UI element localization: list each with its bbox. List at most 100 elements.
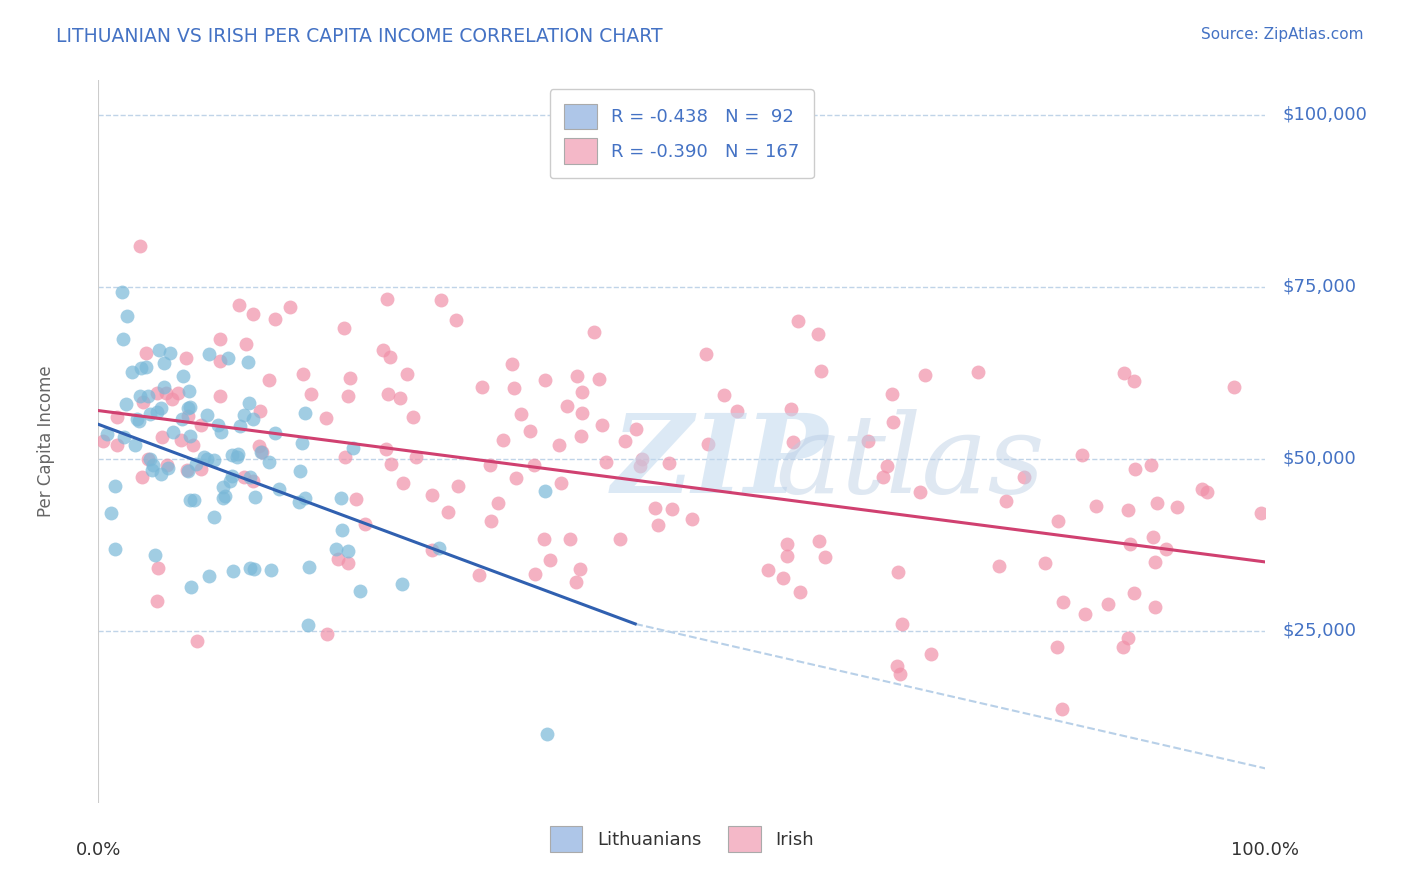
Point: [1142, 530, 1164, 544]
Point: [104, 541, 127, 556]
Point: [233, 470, 256, 484]
Point: [914, 368, 936, 382]
Text: LITHUANIAN VS IRISH PER CAPITA INCOME CORRELATION CHART: LITHUANIAN VS IRISH PER CAPITA INCOME CO…: [56, 27, 662, 45]
Point: [125, 412, 148, 426]
Point: [105, 410, 128, 425]
Point: [872, 469, 894, 483]
Point: [444, 313, 467, 327]
Point: [177, 384, 200, 398]
Point: [146, 561, 169, 575]
Point: [780, 401, 803, 416]
Point: [661, 501, 683, 516]
Point: [380, 457, 402, 471]
Point: [1223, 380, 1246, 394]
Point: [139, 452, 162, 467]
Point: [247, 439, 270, 453]
Point: [238, 396, 260, 410]
Point: [337, 543, 360, 558]
Point: [1052, 595, 1074, 609]
Point: [1116, 632, 1139, 646]
Text: 100.0%: 100.0%: [1232, 840, 1299, 859]
Point: [211, 480, 233, 494]
Point: [405, 450, 427, 465]
Point: [808, 534, 831, 549]
Point: [782, 435, 804, 450]
Point: [880, 387, 903, 401]
Point: [242, 412, 264, 426]
Point: [547, 438, 569, 452]
Point: [505, 471, 527, 485]
Point: [150, 467, 173, 482]
Point: [292, 367, 315, 381]
Point: [1097, 597, 1119, 611]
Point: [145, 385, 167, 400]
Point: [571, 385, 593, 400]
Point: [375, 292, 398, 306]
Point: [143, 548, 166, 562]
Point: [391, 577, 413, 591]
Point: [278, 300, 301, 314]
Point: [1122, 585, 1144, 599]
Point: [468, 567, 491, 582]
Point: [202, 509, 225, 524]
Point: [1144, 599, 1167, 614]
Point: [135, 346, 157, 360]
Point: [245, 491, 267, 505]
Point: [631, 452, 654, 467]
Point: [908, 485, 931, 500]
Point: [260, 563, 283, 577]
Point: [180, 580, 202, 594]
Point: [222, 564, 245, 578]
Point: [558, 533, 581, 547]
Point: [772, 571, 794, 585]
Point: [557, 400, 579, 414]
Point: [856, 434, 879, 448]
Point: [647, 518, 669, 533]
Point: [208, 354, 231, 368]
Point: [91, 434, 114, 448]
Point: [1140, 458, 1163, 472]
Point: [339, 370, 361, 384]
Point: [994, 494, 1017, 508]
Point: [177, 401, 200, 416]
Point: [967, 365, 990, 379]
Point: [204, 453, 226, 467]
Point: [146, 593, 169, 607]
Point: [471, 380, 494, 394]
Point: [503, 381, 526, 395]
Point: [160, 392, 183, 406]
Point: [523, 566, 546, 581]
Point: [111, 285, 134, 299]
Point: [595, 454, 617, 468]
Point: [658, 456, 681, 470]
Point: [239, 560, 262, 574]
Point: [186, 634, 208, 648]
Text: $50,000: $50,000: [1282, 450, 1357, 467]
Point: [325, 542, 347, 557]
Point: [121, 366, 143, 380]
Point: [344, 492, 367, 507]
Point: [124, 438, 146, 452]
Point: [571, 406, 593, 420]
Point: [177, 409, 200, 423]
Point: [159, 345, 181, 359]
Point: [172, 368, 194, 383]
Point: [510, 407, 533, 421]
Point: [236, 355, 259, 369]
Point: [294, 491, 316, 505]
Point: [775, 549, 797, 564]
Point: [1116, 503, 1139, 517]
Point: [588, 372, 610, 386]
Point: [198, 347, 221, 361]
Point: [420, 488, 443, 502]
Point: [591, 417, 613, 432]
Point: [380, 350, 402, 364]
Point: [239, 470, 262, 484]
Point: [207, 418, 229, 433]
Point: [235, 336, 257, 351]
Point: [519, 424, 541, 438]
Point: [257, 455, 280, 469]
Point: [377, 387, 399, 401]
Point: [264, 425, 287, 440]
Point: [342, 442, 364, 456]
